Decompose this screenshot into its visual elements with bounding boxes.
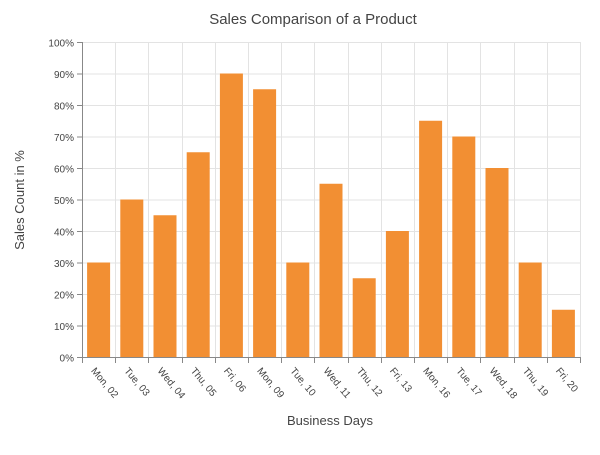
y-tick-label: 50% (54, 196, 74, 207)
x-tick-label: Thu, 19 (520, 366, 551, 399)
x-tick-label: Wed, 04 (155, 366, 188, 402)
bar-14 (551, 309, 575, 357)
y-tick-label: 40% (54, 228, 74, 239)
bar-8 (352, 278, 376, 357)
x-tick-label: Mon, 02 (88, 366, 120, 401)
x-tick-label: Thu, 05 (188, 366, 219, 399)
y-tick-label: 60% (54, 165, 74, 176)
y-tick-label: 70% (54, 133, 74, 144)
y-tick-label: 80% (54, 102, 74, 113)
bar-9 (385, 231, 409, 357)
bar-2 (153, 215, 177, 357)
bar-6 (286, 262, 310, 357)
x-tick-label: Tue, 03 (122, 366, 152, 399)
y-tick-label: 20% (54, 291, 74, 302)
bar-5 (253, 89, 277, 357)
bar-3 (186, 152, 210, 357)
bar-0 (87, 262, 111, 357)
x-tick-label: Fri, 13 (387, 366, 414, 395)
y-axis-label: Sales Count in % (12, 150, 27, 250)
bar-11 (452, 136, 476, 357)
y-tick-label: 90% (54, 70, 74, 81)
chart-title: Sales Comparison of a Product (209, 11, 417, 28)
bar-4 (219, 73, 243, 357)
bar-7 (319, 183, 343, 357)
x-tick-label: Fri, 20 (553, 366, 580, 395)
bar-13 (518, 262, 542, 357)
bar-12 (485, 168, 509, 357)
y-tick-label: 0% (60, 354, 75, 365)
x-tick-label: Tue, 10 (288, 366, 318, 399)
x-tick-label: Mon, 16 (420, 366, 452, 401)
y-tick-label: 30% (54, 259, 74, 270)
y-tick-label: 100% (48, 39, 74, 50)
x-tick-label: Wed, 18 (487, 366, 520, 402)
x-axis-label: Business Days (287, 413, 373, 428)
y-tick-label: 10% (54, 322, 74, 333)
x-tick-label: Wed, 11 (321, 366, 353, 401)
x-tick-label: Thu, 12 (354, 366, 385, 399)
x-tick-label: Mon, 09 (254, 366, 286, 401)
bar-10 (419, 120, 443, 357)
bar-1 (120, 199, 144, 357)
x-tick-label: Tue, 17 (454, 366, 484, 399)
x-tick-label: Fri, 06 (221, 366, 248, 395)
